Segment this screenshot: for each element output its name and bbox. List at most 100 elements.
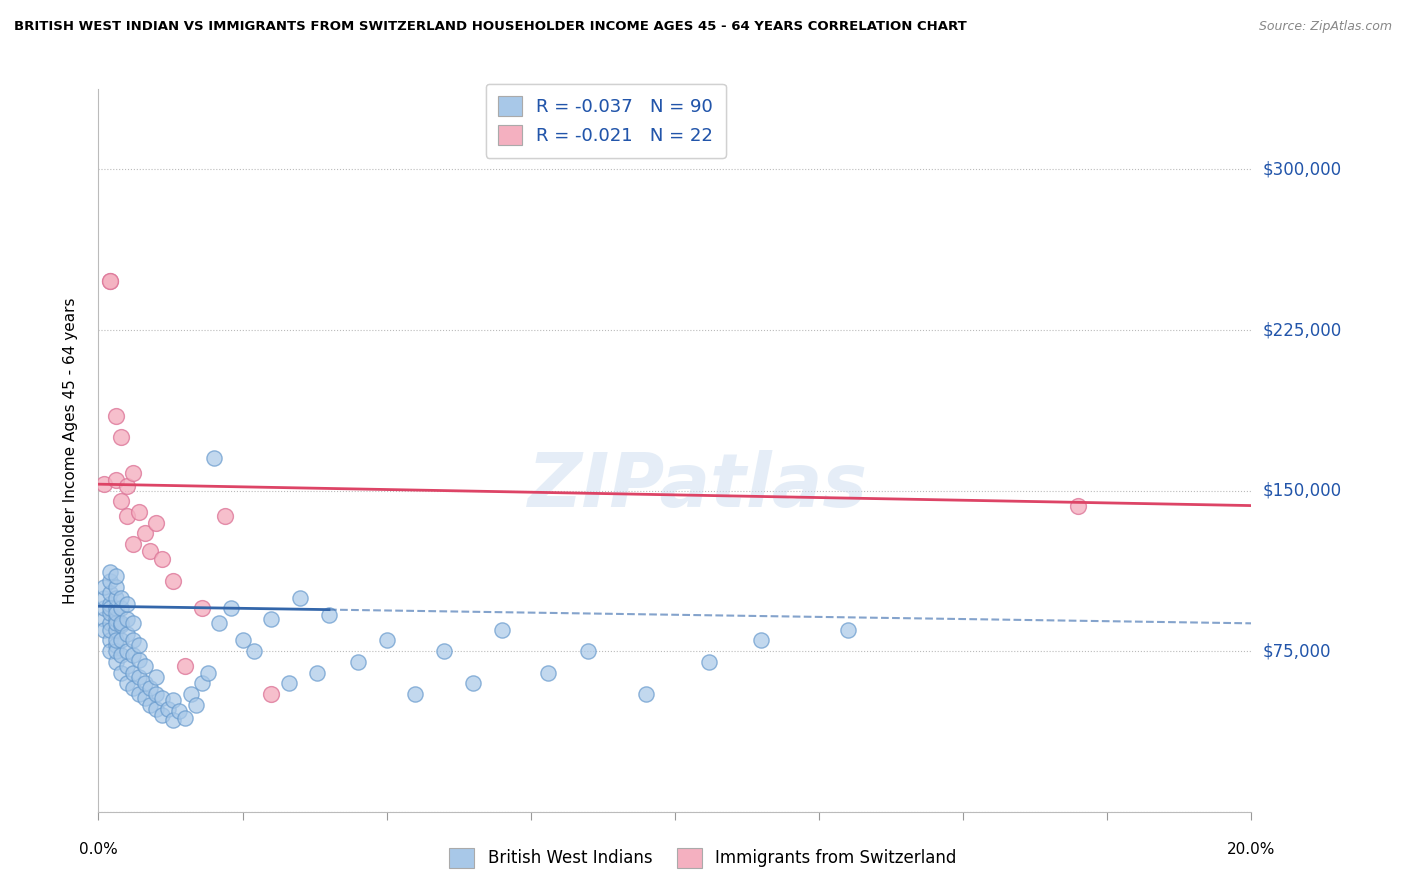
Point: [145, 670, 167, 684]
Point: [128, 653, 150, 667]
Point: [117, 479, 139, 493]
Point: [537, 665, 560, 680]
Point: [104, 655, 127, 669]
Point: [134, 676, 156, 690]
Point: [145, 516, 167, 530]
Point: [117, 509, 139, 524]
Point: [122, 665, 145, 680]
Point: [93, 580, 115, 594]
Text: $225,000: $225,000: [1263, 321, 1341, 339]
Point: [98, 623, 121, 637]
Point: [134, 691, 156, 706]
Point: [104, 633, 127, 648]
Point: [98, 574, 121, 588]
Point: [98, 274, 121, 288]
Point: [150, 691, 173, 706]
Point: [93, 612, 115, 626]
Point: [117, 597, 139, 611]
Point: [260, 687, 283, 701]
Point: [98, 644, 121, 658]
Point: [751, 633, 773, 648]
Point: [104, 612, 127, 626]
Point: [98, 274, 121, 288]
Text: 20.0%: 20.0%: [1227, 842, 1275, 857]
Point: [214, 509, 236, 524]
Point: [110, 618, 132, 632]
Point: [578, 644, 600, 658]
Point: [98, 601, 121, 615]
Point: [139, 681, 162, 695]
Point: [110, 648, 132, 663]
Point: [290, 591, 312, 605]
Point: [197, 665, 219, 680]
Point: [491, 623, 513, 637]
Point: [699, 655, 721, 669]
Point: [110, 616, 132, 631]
Point: [104, 569, 127, 583]
Point: [93, 601, 115, 615]
Point: [375, 633, 398, 648]
Point: [122, 648, 145, 663]
Point: [122, 681, 145, 695]
Point: [128, 687, 150, 701]
Point: [174, 710, 197, 724]
Point: [150, 708, 173, 723]
Point: [162, 693, 184, 707]
Point: [837, 623, 859, 637]
Point: [117, 659, 139, 673]
Point: [128, 505, 150, 519]
Point: [104, 644, 127, 658]
Point: [122, 467, 145, 481]
Point: [1067, 499, 1090, 513]
Point: [110, 430, 132, 444]
Point: [104, 409, 127, 423]
Point: [117, 644, 139, 658]
Text: Source: ZipAtlas.com: Source: ZipAtlas.com: [1258, 20, 1392, 33]
Text: $150,000: $150,000: [1263, 482, 1341, 500]
Point: [110, 665, 132, 680]
Point: [277, 676, 299, 690]
Point: [307, 665, 329, 680]
Point: [104, 606, 127, 620]
Point: [202, 451, 225, 466]
Point: [98, 586, 121, 600]
Point: [110, 601, 132, 615]
Point: [128, 638, 150, 652]
Point: [174, 659, 197, 673]
Point: [162, 574, 184, 588]
Point: [405, 687, 427, 701]
Point: [139, 543, 162, 558]
Point: [162, 713, 184, 727]
Point: [636, 687, 658, 701]
Point: [93, 477, 115, 491]
Point: [117, 627, 139, 641]
Point: [150, 552, 173, 566]
Point: [104, 616, 127, 631]
Y-axis label: Householder Income Ages 45 - 64 years: Householder Income Ages 45 - 64 years: [63, 297, 77, 604]
Point: [180, 687, 202, 701]
Point: [98, 565, 121, 579]
Point: [191, 676, 214, 690]
Point: [117, 612, 139, 626]
Point: [231, 633, 254, 648]
Point: [98, 606, 121, 620]
Point: [104, 580, 127, 594]
Point: [98, 597, 121, 611]
Point: [318, 607, 340, 622]
Point: [128, 670, 150, 684]
Point: [122, 633, 145, 648]
Text: $75,000: $75,000: [1263, 642, 1331, 660]
Point: [93, 591, 115, 605]
Point: [104, 591, 127, 605]
Point: [93, 623, 115, 637]
Point: [110, 591, 132, 605]
Point: [110, 633, 132, 648]
Text: 0.0%: 0.0%: [79, 842, 118, 857]
Text: ZIPatlas: ZIPatlas: [527, 450, 868, 523]
Point: [461, 676, 484, 690]
Point: [260, 612, 283, 626]
Point: [191, 601, 214, 615]
Point: [186, 698, 208, 712]
Point: [145, 687, 167, 701]
Point: [243, 644, 266, 658]
